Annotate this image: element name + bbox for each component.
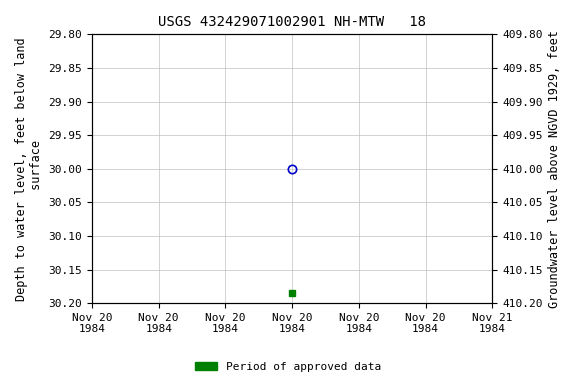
Y-axis label: Groundwater level above NGVD 1929, feet: Groundwater level above NGVD 1929, feet (548, 30, 561, 308)
Title: USGS 432429071002901 NH-MTW   18: USGS 432429071002901 NH-MTW 18 (158, 15, 426, 29)
Y-axis label: Depth to water level, feet below land
 surface: Depth to water level, feet below land su… (15, 37, 43, 301)
Legend: Period of approved data: Period of approved data (191, 358, 385, 377)
